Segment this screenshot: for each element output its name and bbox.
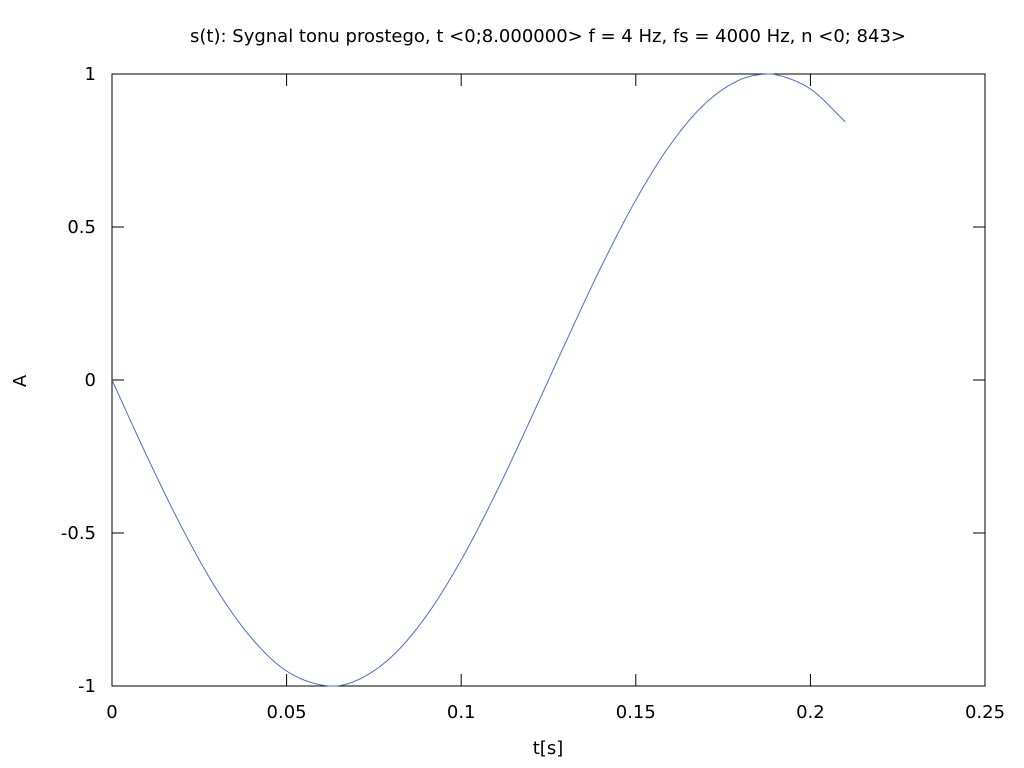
x-tick-label: 0.25 [965, 702, 1005, 723]
y-tick-label: -1 [78, 676, 96, 697]
chart-title: s(t): Sygnal tonu prostego, t <0;8.00000… [190, 26, 906, 47]
y-tick-label: 1 [85, 64, 96, 85]
x-axis-ticks: 0 0.05 0.1 0.15 0.2 0.25 [106, 74, 1005, 723]
signal-line [111, 73, 846, 687]
y-tick-label: 0 [85, 370, 96, 391]
x-tick-label: 0.2 [796, 702, 825, 723]
x-tick-label: 0 [106, 702, 117, 723]
x-tick-label: 0.05 [267, 702, 307, 723]
y-axis-ticks: 1 0.5 0 -0.5 -1 [61, 64, 985, 697]
x-axis-label: t[s] [533, 738, 563, 759]
series-layer [111, 73, 846, 687]
y-axis-label: A [10, 374, 31, 387]
x-tick-label: 0.1 [447, 702, 476, 723]
y-tick-label: 0.5 [67, 217, 96, 238]
y-tick-label: -0.5 [61, 523, 96, 544]
x-tick-label: 0.15 [616, 702, 656, 723]
